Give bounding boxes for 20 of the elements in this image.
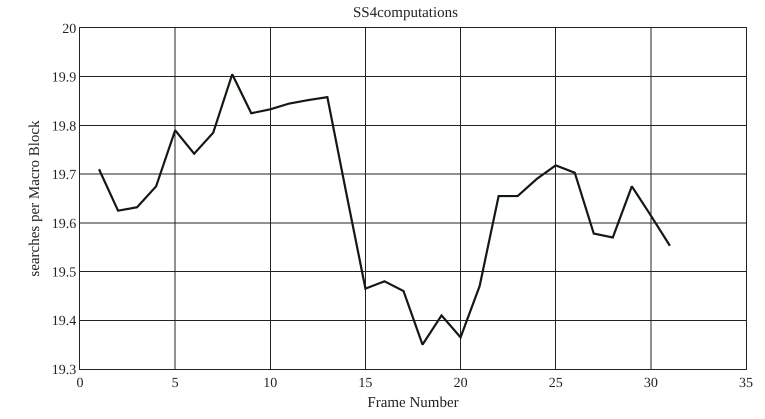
y-axis-title: searches per Macro Block bbox=[26, 120, 43, 277]
x-tick-label: 15 bbox=[358, 376, 372, 391]
y-tick-label: 19.4 bbox=[52, 314, 76, 330]
x-tick-label: 30 bbox=[644, 376, 658, 391]
x-axis-title: Frame Number bbox=[367, 394, 459, 411]
chart-title: SS4computations bbox=[352, 4, 458, 21]
x-tick-label: 35 bbox=[739, 376, 753, 391]
x-tick-label: 5 bbox=[172, 376, 179, 391]
x-tick-label: 0 bbox=[76, 376, 84, 391]
x-tick-label: 20 bbox=[454, 376, 468, 391]
y-tick-label: 19.5 bbox=[52, 265, 76, 280]
line-series bbox=[98, 73, 671, 346]
x-tick-label: 25 bbox=[548, 376, 563, 391]
y-tick-label: 19.9 bbox=[52, 70, 76, 86]
y-tick-label: 19.3 bbox=[52, 362, 76, 378]
y-tick-label: 19.6 bbox=[52, 216, 76, 232]
y-tick-label: 20 bbox=[62, 22, 76, 37]
x-tick-label: 10 bbox=[263, 376, 278, 391]
y-tick-label: 19.7 bbox=[52, 168, 76, 184]
y-tick-label: 19.8 bbox=[52, 119, 76, 134]
